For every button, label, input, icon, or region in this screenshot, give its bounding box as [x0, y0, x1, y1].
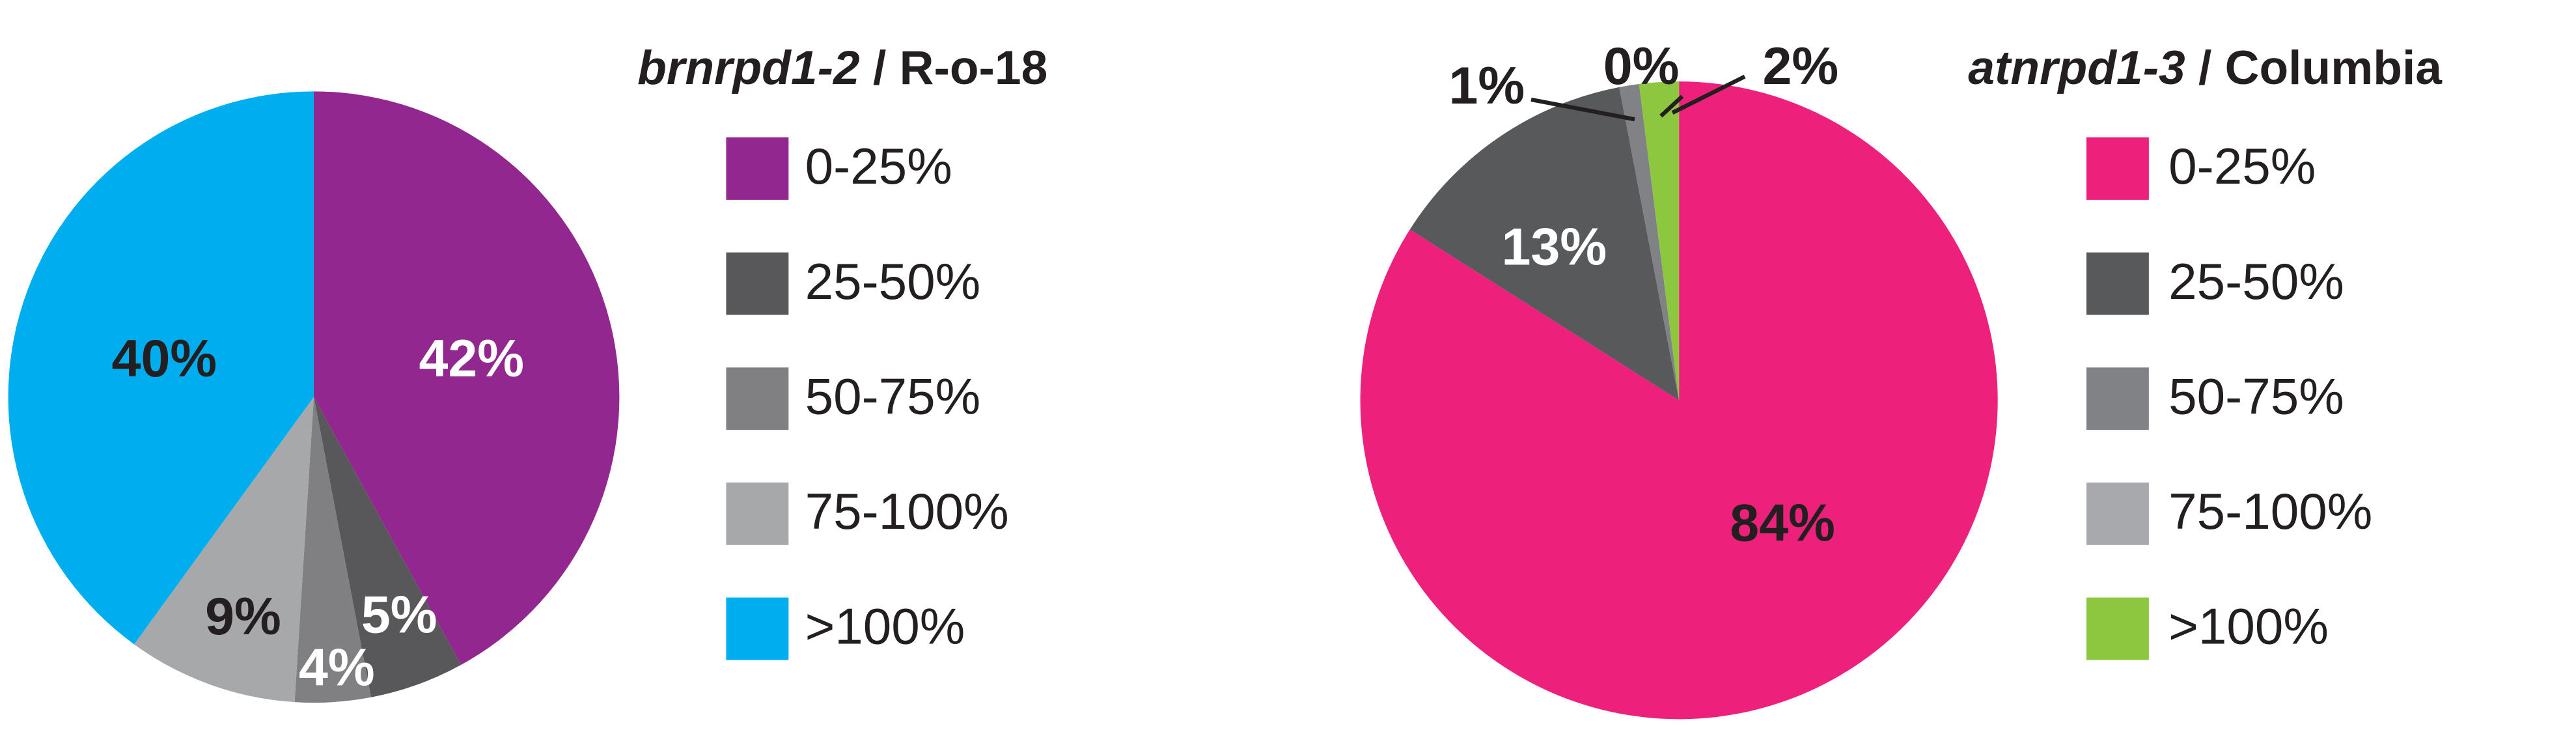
pie-slice	[1360, 81, 1998, 720]
legend-text: >100%	[2168, 598, 2329, 655]
legend-swatch	[2086, 367, 2149, 430]
slice-label: 42%	[419, 330, 524, 388]
legend-swatch	[726, 597, 789, 660]
title-italic: brnrpd1-2	[637, 41, 860, 94]
slice-label: 2%	[1763, 37, 1839, 96]
legend-swatch	[2086, 252, 2149, 315]
legend-text: 50-75%	[2168, 367, 2344, 425]
legend-swatch	[2086, 482, 2149, 545]
legend-swatch	[726, 482, 789, 545]
legend-swatch	[726, 367, 789, 430]
legend-text: 25-50%	[2168, 253, 2344, 310]
legend-text: 0-25%	[805, 137, 952, 195]
chart-title: atnrpd1-3 / Columbia	[1968, 41, 2443, 94]
pie-slice	[134, 397, 314, 703]
pie-slice	[1639, 81, 1680, 400]
pie-slice	[314, 397, 462, 697]
legend-text: 75-100%	[805, 483, 1009, 540]
chart-title: brnrpd1-2 / R-o-18	[637, 41, 1047, 94]
title-italic: atnrpd1-3	[1968, 41, 2185, 94]
pie-slice	[1409, 87, 1680, 400]
legend-text: >100%	[805, 598, 965, 655]
title-rest: / R-o-18	[860, 41, 1048, 94]
slice-label: 13%	[1502, 218, 1607, 276]
legend-text: 75-100%	[2168, 483, 2372, 540]
legend-text: 0-25%	[2168, 137, 2316, 195]
slice-label: 1%	[1448, 57, 1525, 115]
slice-label: 5%	[361, 586, 437, 645]
slice-label: 0%	[1603, 37, 1680, 96]
pie-slice	[314, 91, 620, 666]
legend-text: 50-75%	[805, 367, 981, 425]
legend-swatch	[726, 252, 789, 315]
slice-label: 40%	[112, 330, 217, 388]
pie-slice	[1619, 84, 1680, 400]
leader-line	[1659, 94, 1684, 118]
leader-line	[1530, 97, 1635, 122]
pie-slice	[294, 397, 371, 703]
slice-label: 9%	[205, 587, 281, 646]
slice-label: 84%	[1730, 494, 1835, 552]
legend-swatch	[726, 137, 789, 200]
title-rest: / Columbia	[2185, 41, 2443, 94]
slice-label: 4%	[299, 638, 375, 697]
legend-text: 25-50%	[805, 253, 981, 310]
pie-slice	[8, 91, 314, 645]
legend-swatch	[2086, 597, 2149, 660]
leader-line	[1671, 74, 1746, 115]
legend-swatch	[2086, 137, 2149, 200]
